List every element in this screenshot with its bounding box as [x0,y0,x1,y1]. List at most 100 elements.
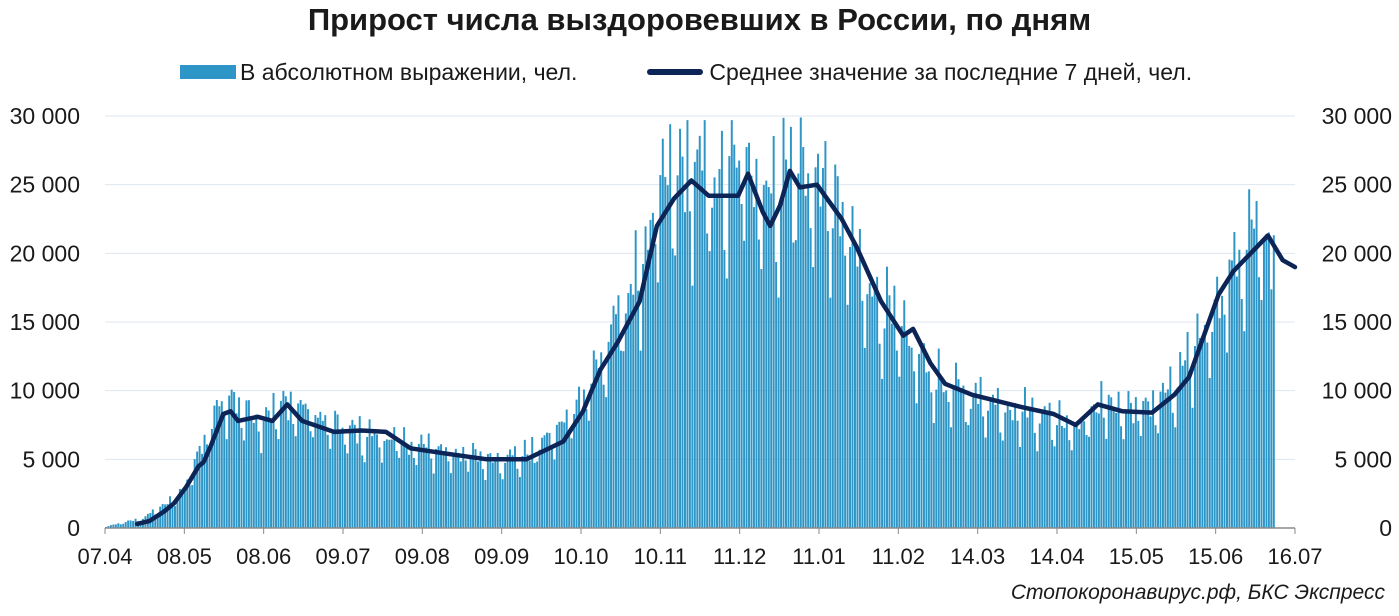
bar [713,177,716,528]
x-tick-label: 10.10 [553,544,608,569]
bar [1058,400,1061,528]
x-tick-label: 08.05 [157,544,212,569]
bar [910,347,913,528]
bar [996,387,999,528]
bar [780,202,783,529]
bar [358,416,361,528]
bar [612,305,615,528]
bar [1166,389,1169,528]
bar [905,330,908,528]
avg-line [134,168,1298,527]
bar [1110,397,1113,528]
bar [602,384,605,528]
bar [1159,391,1162,528]
bar [1218,318,1221,528]
bar [787,170,790,528]
bar [504,462,507,528]
bar [188,485,191,528]
bar [679,128,682,528]
x-tick-label: 09.07 [315,544,370,569]
bar [994,404,997,528]
bar [109,525,112,528]
bar [531,436,534,528]
bar [1122,439,1125,528]
bar [984,437,987,528]
chart-title: Прирост числа выздоровевших в России, по… [307,2,1092,37]
bar [809,228,812,529]
bar [568,429,571,528]
bar [878,343,881,528]
bar [821,167,824,528]
bar [422,444,425,528]
bar [861,300,864,528]
bar [969,408,972,528]
bar [683,212,686,528]
bar [178,488,181,528]
bar [437,446,440,528]
bar [521,456,524,528]
bar [750,175,753,528]
bar [543,435,546,528]
bar [164,504,167,528]
line-layer [134,168,1298,527]
x-tick-label: 11.12 [713,544,766,569]
bar [817,153,819,528]
bar [585,409,588,528]
bar [716,194,718,528]
bar [696,149,699,528]
bar [400,441,403,528]
bar [647,249,649,528]
bar [1169,366,1172,528]
bar [1243,331,1246,528]
bar [1181,365,1184,528]
bar [181,494,184,528]
bar [203,434,206,528]
bar [198,445,201,528]
y-tick-label-left: 5 000 [22,446,80,472]
bar [1051,439,1054,528]
y-tick-label-left: 30 000 [10,103,80,129]
bar [1073,424,1076,528]
bar [555,424,558,528]
bar [233,391,236,528]
bar [1043,406,1046,528]
bar [1001,440,1004,528]
bar [804,195,807,528]
bar [797,173,800,528]
bar [871,296,874,528]
bar [1186,331,1189,528]
bar [794,240,797,528]
bar [1149,416,1152,528]
bar [427,433,430,528]
bar [390,439,393,528]
y-tick-label-right: 25 000 [1322,172,1392,198]
x-tick-label: 15.05 [1109,544,1164,569]
bar [895,350,898,528]
bar [918,353,921,528]
bar [893,285,896,528]
bar [639,350,642,528]
bar [610,324,613,528]
bar [856,266,859,528]
bar [156,513,159,528]
bar [651,212,654,529]
bar [385,439,388,528]
bar [275,429,277,528]
bar [1026,417,1029,528]
bar [299,400,302,528]
bar [688,211,691,528]
bar [656,282,659,528]
bar [1105,438,1108,528]
bar [331,432,334,528]
bar [516,468,519,528]
bar [467,471,470,528]
bar [346,453,349,528]
bar [1270,289,1273,528]
bar [629,284,632,528]
bar [578,386,581,528]
bar [1208,377,1211,528]
bar [826,231,829,528]
bar [868,283,871,528]
bar [361,455,364,528]
bar [228,395,231,528]
